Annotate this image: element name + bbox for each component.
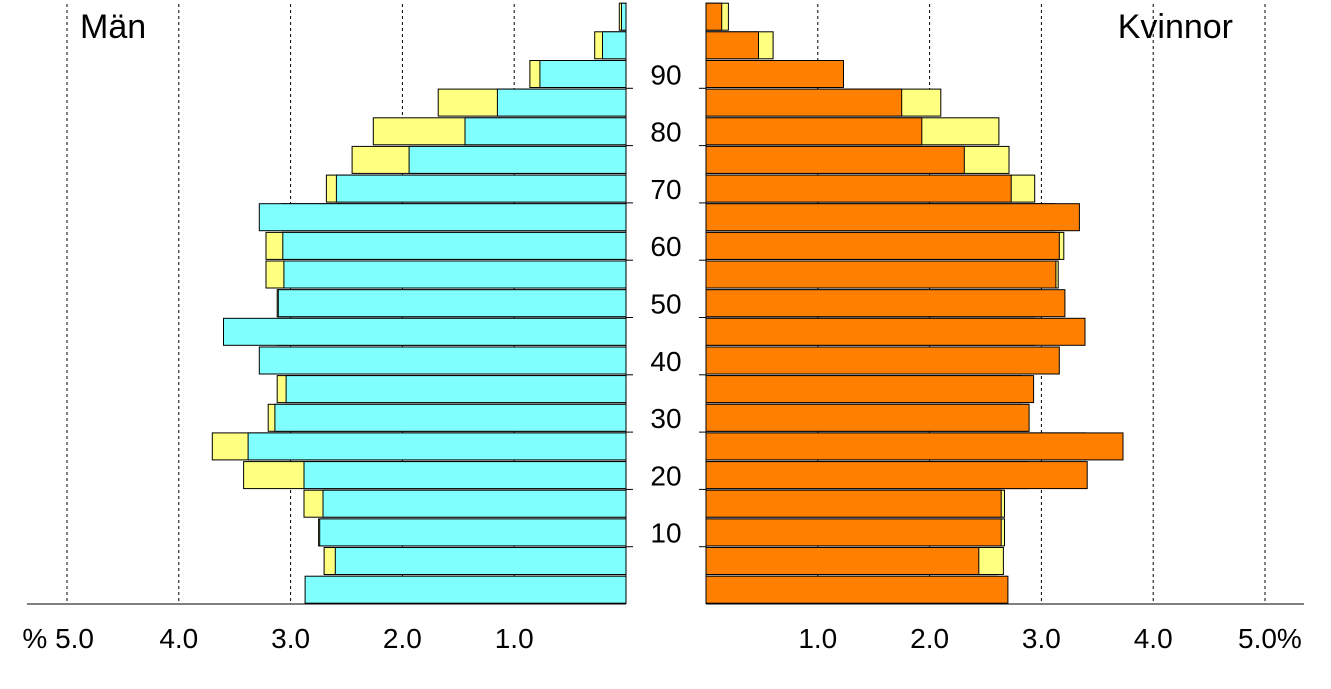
right-bar-foreground [705,231,1060,260]
right-bar-foreground [705,489,1002,518]
right-bar-foreground [705,117,923,146]
right-bar-foreground [705,461,1088,490]
left-bar-foreground [277,289,627,318]
right-bar-foreground [705,403,1030,432]
age-label: 30 [650,403,681,434]
left-bar-foreground [304,575,627,604]
left-bar-foreground [303,461,627,490]
right-panel-title: Kvinnor [1118,8,1233,46]
left-bars-men [211,2,627,604]
right-bars-women [705,2,1124,604]
right-bar-foreground [705,547,980,575]
left-bar-foreground [258,346,627,375]
right-x-tick-label: 3.0 [1022,623,1061,654]
right-x-tick-label: 2.0 [910,623,949,654]
right-bar-foreground [705,289,1066,318]
right-x-tick-label: 5.0% [1238,623,1302,654]
right-bar-foreground [705,88,903,117]
age-label: 70 [650,174,681,205]
age-label: 10 [650,518,681,549]
left-panel-title: Män [80,8,146,46]
right-bar-foreground [705,375,1035,404]
left-bar-foreground [464,117,627,146]
left-bar-foreground [539,60,627,88]
right-bar-foreground [705,432,1124,461]
left-bar-foreground [258,203,627,232]
left-bar-foreground [322,489,627,518]
left-x-tick-label: 3.0 [271,623,310,654]
age-label: 20 [650,460,681,491]
left-bar-foreground [334,547,627,575]
left-x-tick-label: % 5.0 [22,623,94,654]
right-bar-foreground [705,60,844,88]
left-bar-foreground [319,518,627,547]
left-bar-foreground [274,403,627,432]
age-labels: 10 20 30 40 50 60 70 80 90 [626,59,706,549]
right-bar-foreground [705,317,1086,346]
left-bar-foreground [223,317,627,346]
age-label: 80 [650,117,681,148]
right-x-tick-label: 4.0 [1134,623,1173,654]
left-x-tick-label: 2.0 [383,623,422,654]
left-bar-foreground [602,31,627,60]
left-x-tick-label: 4.0 [159,623,198,654]
right-bar-foreground [705,346,1060,375]
right-bar-foreground [705,174,1012,203]
age-label: 40 [650,346,681,377]
left-bar-foreground [335,174,627,203]
left-bar-foreground [496,88,627,117]
left-x-tick-label: 1.0 [495,623,534,654]
right-bar-foreground [705,2,723,31]
right-bar-foreground [705,31,759,60]
left-bar-foreground [283,260,627,289]
left-bar-foreground [282,231,627,260]
right-x-tick-label: 1.0 [798,623,837,654]
left-bar-foreground [408,145,627,174]
age-label: 60 [650,231,681,262]
right-bar-foreground [705,575,1009,604]
age-label: 50 [650,289,681,320]
right-bar-foreground [705,260,1057,289]
left-bar-foreground [621,2,627,31]
left-bar-foreground [285,375,627,404]
age-label: 90 [650,59,681,90]
right-bar-foreground [705,518,1002,547]
right-bar-foreground [705,203,1080,232]
left-bar-foreground [247,432,627,461]
axes [27,4,1304,605]
right-bar-foreground [705,145,965,174]
x-tick-labels: % 5.0 4.0 3.0 2.0 1.0 1.0 2.0 3.0 4.0 5.0% [22,623,1301,654]
